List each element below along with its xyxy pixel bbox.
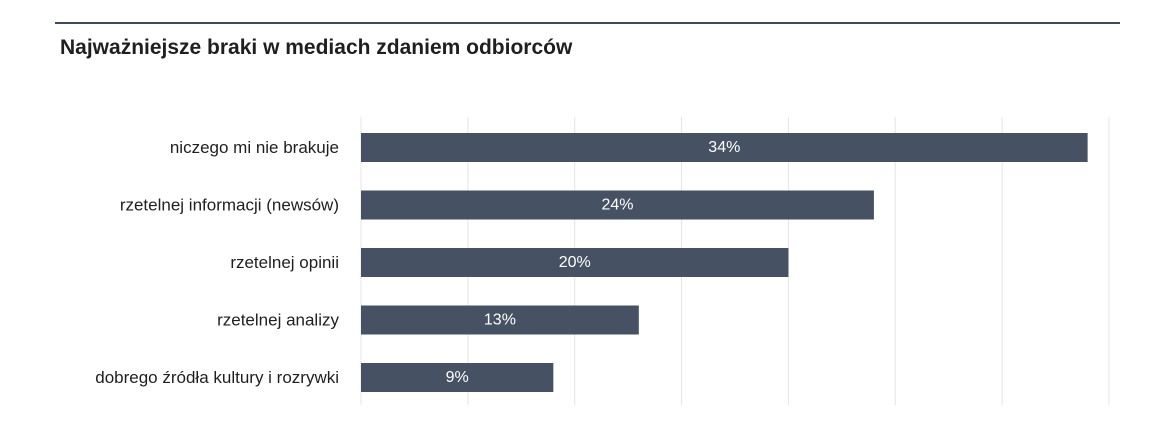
bar	[361, 133, 1088, 162]
category-labels: niczego mi nie brakuje rzetelnej informac…	[95, 138, 339, 387]
data-label: 9%	[446, 369, 469, 386]
data-label: 24%	[601, 197, 633, 214]
data-label: 20%	[559, 254, 591, 271]
bar	[361, 190, 874, 220]
bar	[361, 305, 639, 335]
title-rule	[55, 22, 1120, 24]
category-label: dobrego źródła kultury i rozrywki	[95, 368, 339, 387]
bars	[361, 133, 1088, 392]
data-label: 13%	[484, 312, 516, 329]
chart-title: Najważniejsze braki w mediach zdaniem od…	[60, 36, 573, 59]
category-label: niczego mi nie brakuje	[170, 138, 339, 157]
data-label: 34%	[708, 139, 740, 156]
category-label: rzetelnej analizy	[217, 311, 339, 330]
value-labels: 34% 24% 20% 13% 9%	[446, 139, 741, 386]
category-label: rzetelnej opinii	[230, 253, 339, 272]
category-label: rzetelnej informacji (newsów)	[120, 196, 339, 215]
bar	[361, 248, 789, 277]
bar	[361, 363, 554, 392]
